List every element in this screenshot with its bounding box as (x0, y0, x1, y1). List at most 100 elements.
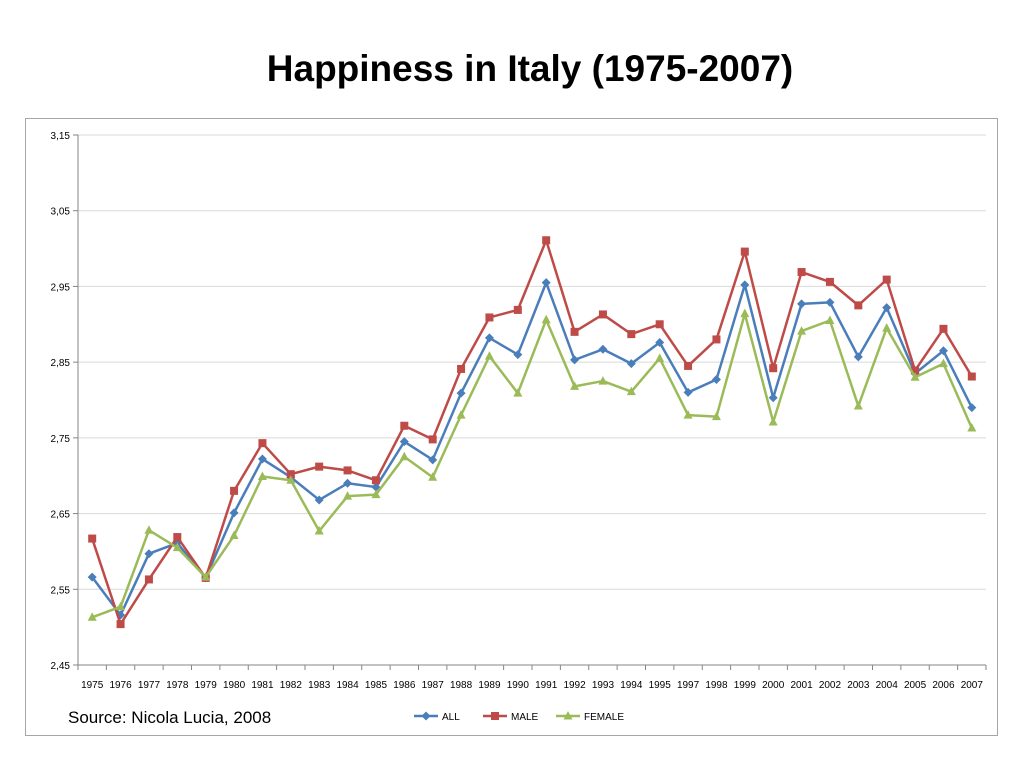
data-point-male (627, 330, 636, 339)
x-tick-label: 1989 (478, 680, 501, 691)
page-title: Happiness in Italy (1975-2007) (266, 48, 794, 89)
data-point-all (967, 403, 977, 413)
x-tick-label: 1981 (251, 680, 274, 691)
data-point-all (456, 388, 466, 398)
data-point-male (315, 462, 324, 471)
chart-area: 3,15 3,05 2,95 2,85 2,75 2,65 2,55 2,45 1975 1976… (25, 118, 998, 736)
legend-label-all: ALL (442, 712, 460, 723)
source-note: Source: Nicola Lucia, 2008 (68, 708, 272, 727)
legend-label-male: MALE (511, 712, 539, 723)
data-point-male (230, 486, 239, 495)
data-point-female (87, 612, 97, 621)
data-point-male (457, 364, 466, 373)
data-point-all (399, 437, 409, 447)
data-point-male (485, 313, 494, 322)
data-point-all (541, 278, 551, 288)
line-chart: 3,15 3,05 2,95 2,85 2,75 2,65 2,55 2,45 1975 1976… (51, 131, 987, 723)
x-tick-label: 1990 (507, 680, 530, 691)
y-tick-label: 3,05 (51, 207, 71, 218)
x-tick-label: 1982 (280, 680, 303, 691)
x-tick-label: 2003 (847, 680, 870, 691)
data-point-female (797, 326, 807, 335)
data-point-female (201, 572, 211, 581)
data-point-all (853, 352, 863, 362)
legend-label-female: FEMALE (584, 712, 624, 723)
data-point-all (428, 455, 438, 465)
x-tick-label: 1983 (308, 680, 331, 691)
y-tick-label: 2,65 (51, 510, 71, 521)
x-tick-label: 2006 (932, 680, 955, 691)
data-point-female (711, 411, 721, 421)
data-point-all (797, 299, 807, 309)
data-point-female (938, 358, 948, 368)
data-point-female (116, 601, 126, 611)
data-point-female (967, 423, 977, 432)
data-point-male (173, 533, 182, 542)
data-point-female (144, 525, 154, 534)
data-point-male (570, 327, 579, 336)
y-tick-label: 2,75 (51, 434, 71, 445)
data-point-male (797, 268, 806, 277)
data-point-all (229, 508, 239, 518)
data-point-male (400, 421, 409, 430)
data-point-female (882, 323, 892, 332)
data-point-male (740, 247, 749, 256)
data-point-female (257, 471, 267, 480)
data-point-female (570, 381, 580, 390)
data-point-all (626, 359, 636, 369)
data-point-female (172, 542, 182, 552)
x-tick-label: 1987 (422, 680, 445, 691)
x-tick-label: 1992 (563, 680, 586, 691)
data-point-female (286, 475, 296, 484)
x-tick-label: 2000 (762, 680, 785, 691)
x-tick-label: 1986 (393, 680, 416, 691)
data-point-all (938, 346, 948, 356)
x-tick-label: 1988 (450, 680, 473, 691)
data-point-male (854, 301, 863, 310)
data-point-female (740, 308, 750, 318)
data-point-male (911, 366, 920, 375)
data-point-female (314, 525, 324, 535)
data-point-male (343, 466, 352, 475)
data-point-male (598, 310, 607, 319)
series-line-all (91, 281, 973, 617)
data-point-male (428, 435, 437, 444)
data-point-female (768, 416, 778, 426)
data-point-female (541, 314, 551, 324)
data-point-male (513, 305, 522, 314)
y-tick-label: 3,15 (51, 131, 71, 142)
x-tick-label: 1980 (223, 680, 246, 691)
x-tick-label: 1995 (649, 680, 672, 691)
data-point-all (87, 572, 97, 582)
y-tick-label: 2,85 (51, 358, 71, 369)
data-point-all (683, 387, 693, 397)
data-point-male (882, 275, 891, 284)
x-tick-label: 1994 (620, 680, 643, 691)
data-point-all (711, 375, 721, 385)
y-tick-label: 2,45 (51, 661, 71, 672)
data-point-male (144, 575, 153, 584)
data-point-male (939, 324, 948, 333)
legend-marker-all (421, 711, 431, 721)
data-point-female (484, 351, 494, 360)
data-point-male (825, 277, 834, 286)
y-tick-label: 2,55 (51, 585, 71, 596)
x-tick-label: 1991 (535, 680, 558, 691)
data-point-female (910, 372, 920, 381)
x-tick-label: 1979 (195, 680, 218, 691)
x-tick-label: 1984 (336, 680, 359, 691)
x-tick-label: 1976 (109, 680, 132, 691)
data-point-female (428, 472, 438, 481)
data-point-male (116, 620, 125, 629)
data-point-female (853, 401, 863, 410)
data-point-male (655, 320, 664, 329)
data-point-all (768, 393, 778, 403)
data-point-male (712, 335, 721, 344)
data-point-all (598, 344, 608, 354)
x-tick-label: 1977 (138, 680, 161, 691)
data-point-all (825, 297, 835, 307)
data-point-all (882, 303, 892, 313)
data-point-male (88, 534, 97, 543)
x-tick-label: 1997 (677, 680, 700, 691)
data-point-all (655, 337, 665, 347)
